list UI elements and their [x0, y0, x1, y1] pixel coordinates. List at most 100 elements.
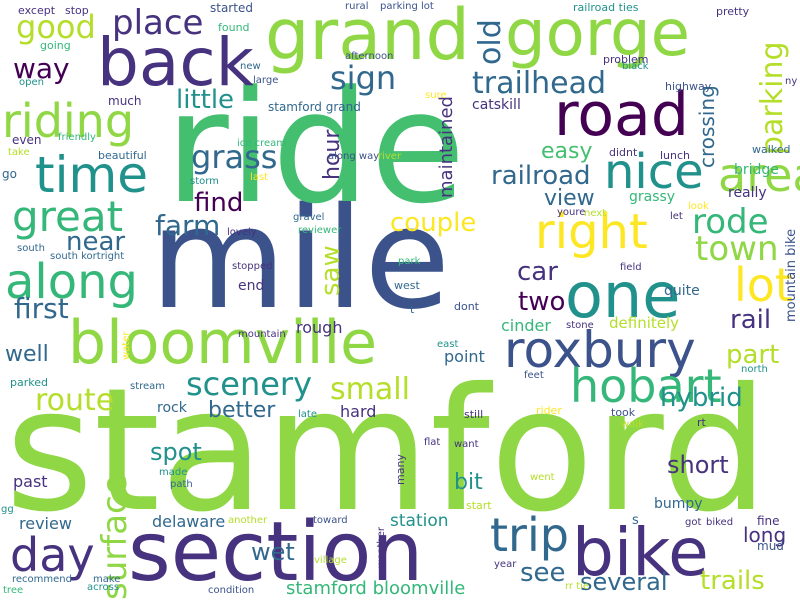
word-lovely: lovely [227, 227, 257, 238]
word-crossing: crossing [695, 85, 719, 168]
word-year: year [494, 559, 517, 570]
word-trip: trip [490, 508, 569, 562]
word-field: field [620, 262, 642, 273]
word-youre: youre [557, 207, 586, 218]
word-cinder: cinder [501, 316, 551, 335]
word-railroad: railroad [491, 161, 591, 191]
word-right: right [535, 204, 648, 260]
word-station: station [390, 511, 449, 531]
word-highway: highway [665, 80, 712, 93]
word-weather: weather [376, 527, 387, 568]
word-ride: ride [165, 57, 466, 238]
word-two: two [518, 287, 566, 317]
word-parking-lot: parking lot [380, 1, 434, 12]
word-toward: toward [313, 515, 348, 526]
word-trails: trails [700, 566, 765, 596]
word-find: find [194, 188, 244, 218]
word-hobart: hobart [570, 359, 722, 413]
word-stream: stream [130, 381, 166, 392]
word-farm: farm [155, 209, 221, 242]
word-time: time [35, 146, 148, 204]
word-even: even [12, 133, 42, 147]
word-mud: mud [757, 539, 784, 553]
word-beautiful: beautiful [98, 149, 147, 162]
word-stamford-bloomville: stamford bloomville [286, 578, 466, 599]
word-didnt: didnt [609, 146, 638, 159]
word-new: new [240, 61, 261, 72]
word-really: really [728, 185, 767, 201]
word-still: still [464, 408, 484, 421]
word-bumpy: bumpy [654, 496, 703, 512]
word-part: part [726, 340, 780, 370]
word-view: view [544, 186, 595, 211]
word-rider: rider [536, 404, 562, 417]
word-go: go [2, 167, 17, 181]
word-rural: rural [345, 1, 369, 12]
word-point: point [444, 347, 485, 366]
word-east: east [437, 339, 459, 350]
word-parking: parking [755, 41, 790, 155]
word-late: late [298, 409, 317, 420]
word-back: back [97, 24, 254, 101]
word-lunch: lunch [660, 149, 691, 162]
word-nice: nice [604, 144, 704, 200]
word-old: old [473, 19, 508, 65]
word-place: place [112, 3, 204, 43]
word-mountain-bike: mountain bike [784, 228, 799, 322]
word-bridge: bridge [734, 162, 779, 178]
word-end: end [238, 278, 265, 294]
word-bit: bit [454, 470, 483, 495]
word-rock: rock [157, 400, 187, 416]
word-friendly: friendly [58, 132, 96, 143]
word-trailhead: trailhead [472, 66, 607, 101]
word-village: village [314, 555, 347, 566]
word-much: much [108, 94, 142, 108]
word-afternoon: afternoon [345, 51, 394, 62]
word-tree: tree [3, 585, 24, 596]
word-south: south [17, 243, 45, 254]
word-started: started [210, 1, 253, 15]
word-across: across [87, 582, 120, 593]
word-went: went [530, 472, 555, 483]
word-river: river [378, 151, 402, 162]
word-stone: stone [566, 320, 594, 331]
word-feet: feet [524, 370, 544, 381]
word-way: way [13, 52, 70, 85]
word-path: path [170, 479, 193, 490]
word-last: last [250, 172, 269, 183]
word-good: good [16, 8, 96, 46]
word-bloomville: bloomville [68, 308, 378, 378]
word-west: west [394, 279, 420, 292]
word-short: short [667, 451, 729, 479]
word-t: t [410, 303, 415, 316]
word-car: car [517, 257, 558, 287]
word-reviewer: reviewer [298, 225, 342, 236]
word-walked: walked [752, 143, 791, 156]
word-sign: sign [330, 59, 397, 97]
word-town: town [695, 229, 779, 269]
word-mile: mile [150, 178, 451, 341]
word-scenery: scenery [186, 365, 313, 403]
word-stopped: stopped [232, 261, 273, 272]
word-made: made [159, 467, 188, 478]
word-storm: storm [190, 176, 219, 187]
word-lot: lot [734, 258, 793, 312]
word-ny: ny [785, 76, 798, 87]
word-another: another [228, 515, 268, 526]
word-except: except [18, 4, 56, 17]
word-dont: dont [454, 300, 479, 313]
word-hybrid: hybrid [660, 383, 743, 413]
word-section: section [128, 505, 424, 600]
word-along: along [5, 254, 139, 310]
word-see: see [520, 558, 566, 588]
word-road: road [554, 80, 689, 150]
word-spot: spot [150, 438, 202, 466]
word-day: day [10, 528, 95, 582]
word-definitely: definitely [609, 314, 680, 332]
word-going: going [40, 39, 71, 52]
word-stamford: stamford [5, 352, 769, 550]
word-south-kortright: south kortright [50, 251, 125, 262]
word-great: great [12, 192, 124, 241]
word-wet: wet [251, 538, 295, 566]
word-sure: sure [425, 90, 447, 101]
